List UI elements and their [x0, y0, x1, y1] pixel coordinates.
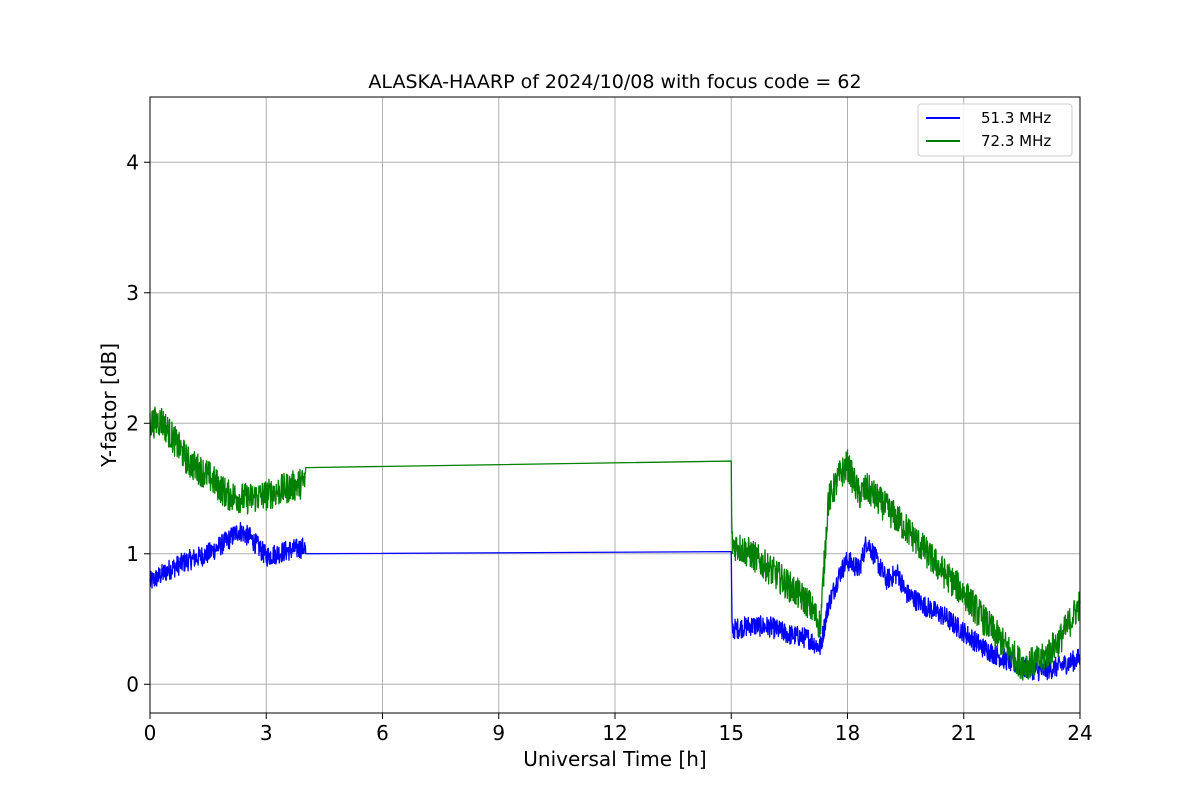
chart-title: ALASKA-HAARP of 2024/10/08 with focus co…	[368, 71, 861, 93]
x-tick-label: 15	[719, 721, 744, 745]
x-tick-label: 9	[492, 721, 505, 745]
y-tick-label: 3	[126, 281, 139, 305]
y-tick-label: 1	[126, 542, 139, 566]
legend-label-1: 72.3 MHz	[981, 132, 1051, 150]
series-lines	[149, 406, 1081, 682]
legend-label-0: 51.3 MHz	[981, 109, 1051, 127]
x-axis-label: Universal Time [h]	[523, 747, 706, 771]
x-tick-label: 3	[260, 721, 273, 745]
x-tick-label: 21	[951, 721, 976, 745]
y-tick-label: 2	[126, 411, 139, 435]
x-tick-label: 0	[144, 721, 157, 745]
y-tick-label: 4	[126, 150, 139, 174]
y-tick-label: 0	[126, 672, 139, 696]
y-axis-label: Y-factor [dB]	[97, 343, 121, 468]
series-line-0	[149, 522, 1081, 682]
x-tick-label: 18	[835, 721, 860, 745]
series-line-1	[149, 406, 1081, 681]
x-tick-label: 6	[376, 721, 389, 745]
x-tick-label: 24	[1067, 721, 1092, 745]
legend: 51.3 MHz 72.3 MHz	[917, 103, 1073, 157]
x-tick-label: 12	[602, 721, 627, 745]
